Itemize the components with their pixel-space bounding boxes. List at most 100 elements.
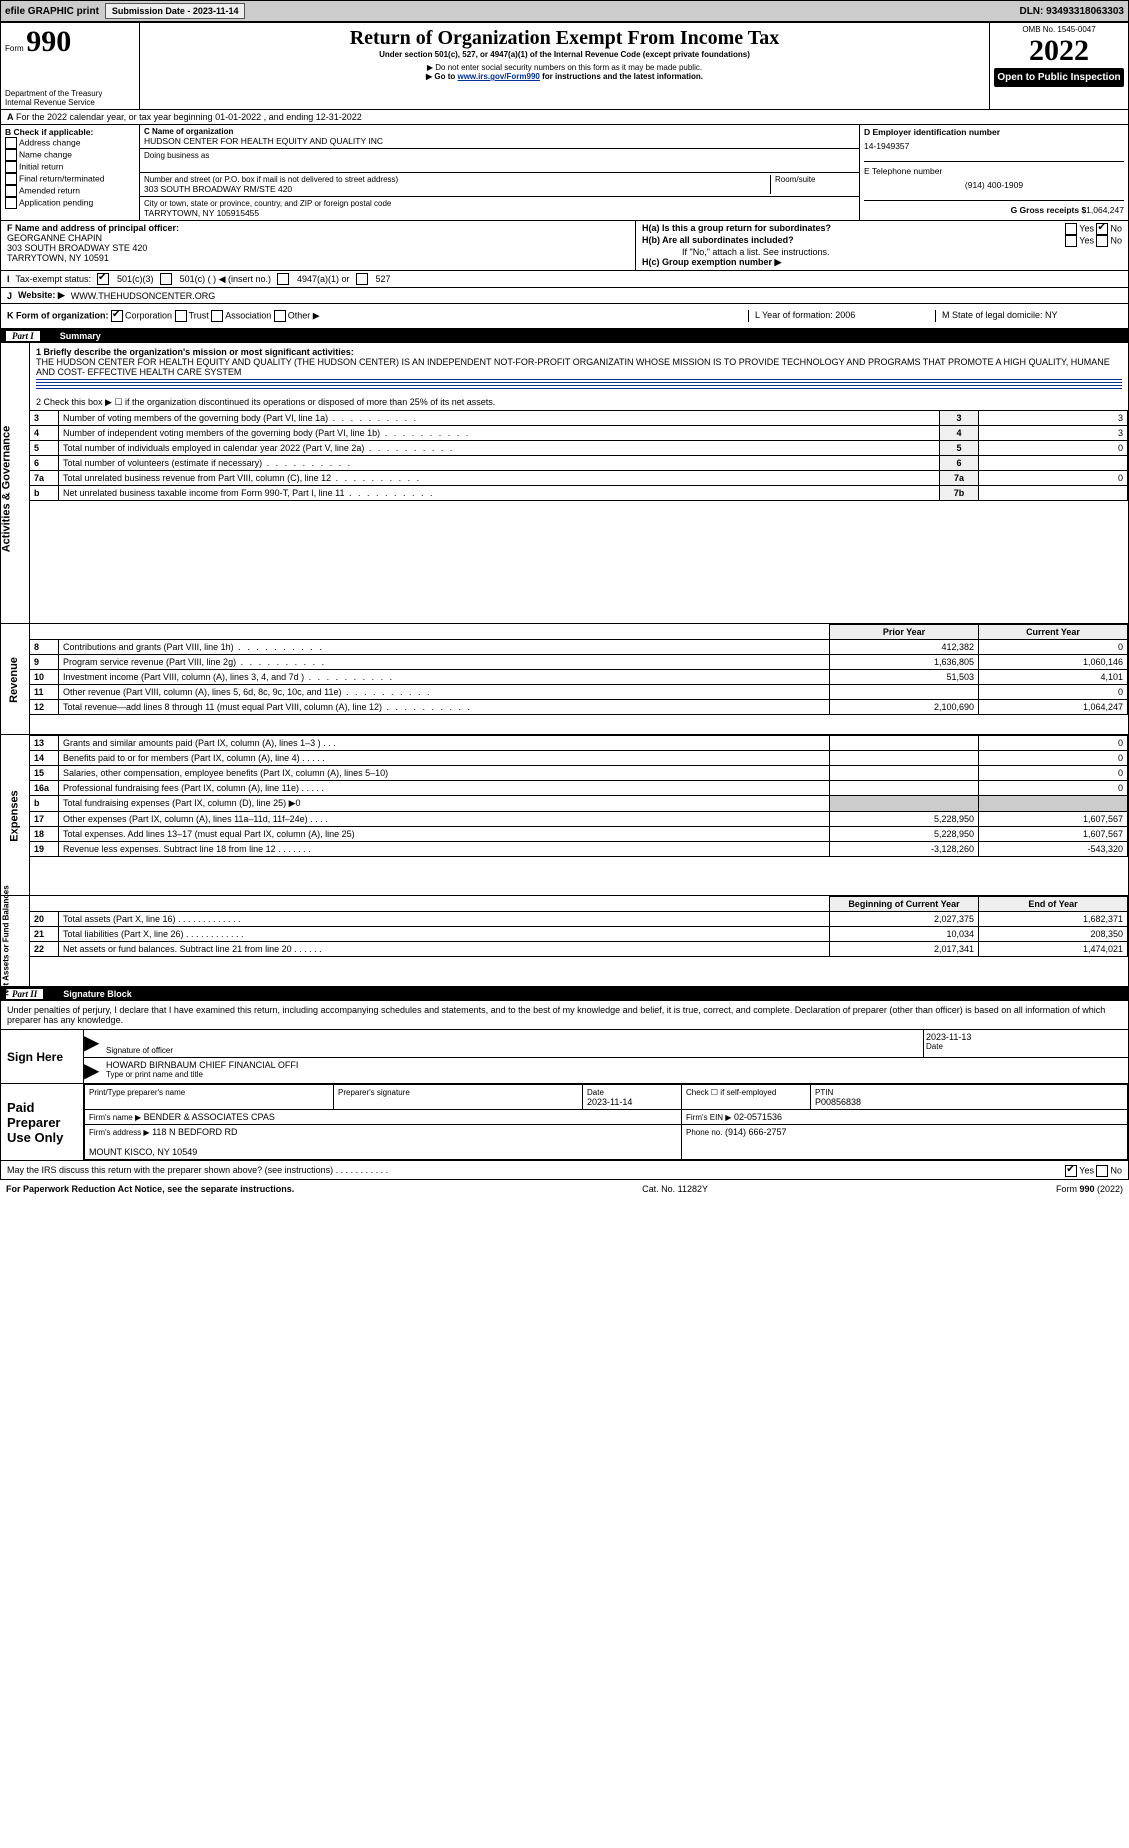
signature-block: Sign Here ▶ Signature of officer 2023-11… [0,1029,1129,1180]
trust-checkbox[interactable] [175,310,187,322]
governance-table: 3 Number of voting members of the govern… [30,410,1128,501]
ha-row: H(a) Is this a group return for subordin… [642,223,1122,233]
ptin-value: P00856838 [815,1097,861,1107]
hc-label: H(c) Group exemption number ▶ [642,257,1122,268]
corp-label: Corporation [125,310,172,320]
gross-row: G Gross receipts $1,064,247 [864,200,1124,215]
final-return-checkbox[interactable] [5,173,17,185]
part2-no: Part II [6,989,43,999]
table-row: 8Contributions and grants (Part VIII, li… [30,640,1128,655]
table-row: 5 Total number of individuals employed i… [30,441,1128,456]
top-bar: efile GRAPHIC print Submission Date - 20… [0,0,1129,22]
dept-label: Department of the Treasury Internal Reve… [5,89,135,107]
hb-label: H(b) Are all subordinates included? [642,235,794,245]
part2-title: Signature Block [63,989,132,999]
irs-link[interactable]: www.irs.gov/Form990 [457,72,539,81]
omb-label: OMB No. 1545-0047 [994,25,1124,34]
paid-preparer-label: Paid Preparer Use Only [1,1084,84,1160]
i-prefix: I [7,274,10,284]
warn-pre: ▶ Go to [426,72,457,81]
year-formation: L Year of formation: 2006 [748,310,935,322]
footer-right: Form 990 (2022) [1056,1184,1123,1194]
warn-ssn: ▶ Do not enter social security numbers o… [144,63,985,72]
arrow-icon-2: ▶ [84,1058,104,1083]
form-subtitle: Under section 501(c), 527, or 4947(a)(1)… [144,50,985,59]
assoc-checkbox[interactable] [211,310,223,322]
phone-label: Phone no. [686,1128,722,1137]
table-row: 20Total assets (Part X, line 16) . . . .… [30,912,1128,927]
hb-note: If "No," attach a list. See instructions… [642,247,1122,257]
amended-checkbox[interactable] [5,185,17,197]
form-title: Return of Organization Exempt From Incom… [144,27,985,50]
arrow-icon: ▶ [84,1030,104,1057]
ha-label: H(a) Is this a group return for subordin… [642,223,831,233]
street-label: Number and street (or P.O. box if mail i… [144,175,770,184]
website-row: J Website: ▶ WWW.THEHUDSONCENTER.ORG [0,288,1129,304]
city-value: TARRYTOWN, NY 105915455 [144,208,855,218]
efile-label: efile GRAPHIC print [5,6,99,17]
4947-checkbox[interactable] [277,273,289,285]
street-value: 303 SOUTH BROADWAY RM/STE 420 [144,184,770,194]
gross-value: 1,064,247 [1086,205,1124,215]
addr-change-checkbox[interactable] [5,137,17,149]
tax-year: 2022 [994,34,1124,68]
corp-checkbox[interactable] [111,310,123,322]
discuss-no-label: No [1110,1165,1122,1175]
hb-row: H(b) Are all subordinates included? Yes … [642,235,1122,245]
line2-text: 2 Check this box ▶ ☐ if the organization… [30,395,1128,410]
table-row: 14Benefits paid to or for members (Part … [30,751,1128,766]
527-label: 527 [376,274,391,284]
app-pending-label: Application pending [19,197,93,207]
net-table: Beginning of Current YearEnd of Year20To… [30,896,1128,957]
table-row: 16aProfessional fundraising fees (Part I… [30,781,1128,796]
hb-no-checkbox[interactable] [1096,235,1108,247]
firm-ein-label: Firm's EIN ▶ [686,1113,731,1122]
addr-change-label: Address change [19,137,80,147]
501c3-checkbox[interactable] [97,273,109,285]
firm-ein-value: 02-0571536 [734,1112,782,1122]
yes-label2: Yes [1079,235,1094,245]
501c-checkbox[interactable] [160,273,172,285]
submission-date-button[interactable]: Submission Date - 2023-11-14 [105,3,246,19]
sign-here-label: Sign Here [1,1030,84,1083]
mission-area: 1 Briefly describe the organization's mi… [30,343,1128,395]
principal-block: F Name and address of principal officer:… [0,221,1129,271]
501c3-label: 501(c)(3) [117,274,154,284]
hb-yes-checkbox[interactable] [1065,235,1077,247]
discuss-yes-checkbox[interactable] [1065,1165,1077,1177]
ha-no-checkbox[interactable] [1096,223,1108,235]
name-change-label: Name change [19,149,72,159]
527-checkbox[interactable] [356,273,368,285]
principal-label: F Name and address of principal officer: [7,223,629,233]
activities-block: Activities & Governance 1 Briefly descri… [0,343,1129,624]
tel-value: (914) 400-1909 [864,180,1124,190]
ein-value: 14-1949357 [864,141,1124,151]
col-c: C Name of organization HUDSON CENTER FOR… [140,125,859,220]
ha-yes-checkbox[interactable] [1065,223,1077,235]
sig-date-value: 2023-11-13 [926,1032,1126,1042]
table-row: 4 Number of independent voting members o… [30,426,1128,441]
table-row: 22Net assets or fund balances. Subtract … [30,942,1128,957]
4947-label: 4947(a)(1) or [297,274,350,284]
prep-name-label: Print/Type preparer's name [89,1088,185,1097]
ein-label: D Employer identification number [864,127,1124,137]
other-label: Other ▶ [288,310,320,320]
prep-date-label: Date [587,1088,604,1097]
col-b: B Check if applicable: Address change Na… [1,125,140,220]
dba-label: Doing business as [144,151,855,160]
table-row: 7a Total unrelated business revenue from… [30,471,1128,486]
org-info-block: B Check if applicable: Address change Na… [0,125,1129,221]
app-pending-checkbox[interactable] [5,197,17,209]
footer: For Paperwork Reduction Act Notice, see … [0,1180,1129,1198]
other-checkbox[interactable] [274,310,286,322]
warn-post: for instructions and the latest informat… [540,72,703,81]
initial-return-checkbox[interactable] [5,161,17,173]
side-expenses: Expenses [9,790,21,841]
side-revenue: Revenue [8,657,20,703]
revenue-block: Revenue Prior YearCurrent Year8Contribut… [0,624,1129,735]
name-change-checkbox[interactable] [5,149,17,161]
final-return-label: Final return/terminated [19,173,105,183]
j-prefix: J [7,291,12,301]
officer-name: HOWARD BIRNBAUM CHIEF FINANCIAL OFFI [106,1060,1126,1070]
discuss-no-checkbox[interactable] [1096,1165,1108,1177]
